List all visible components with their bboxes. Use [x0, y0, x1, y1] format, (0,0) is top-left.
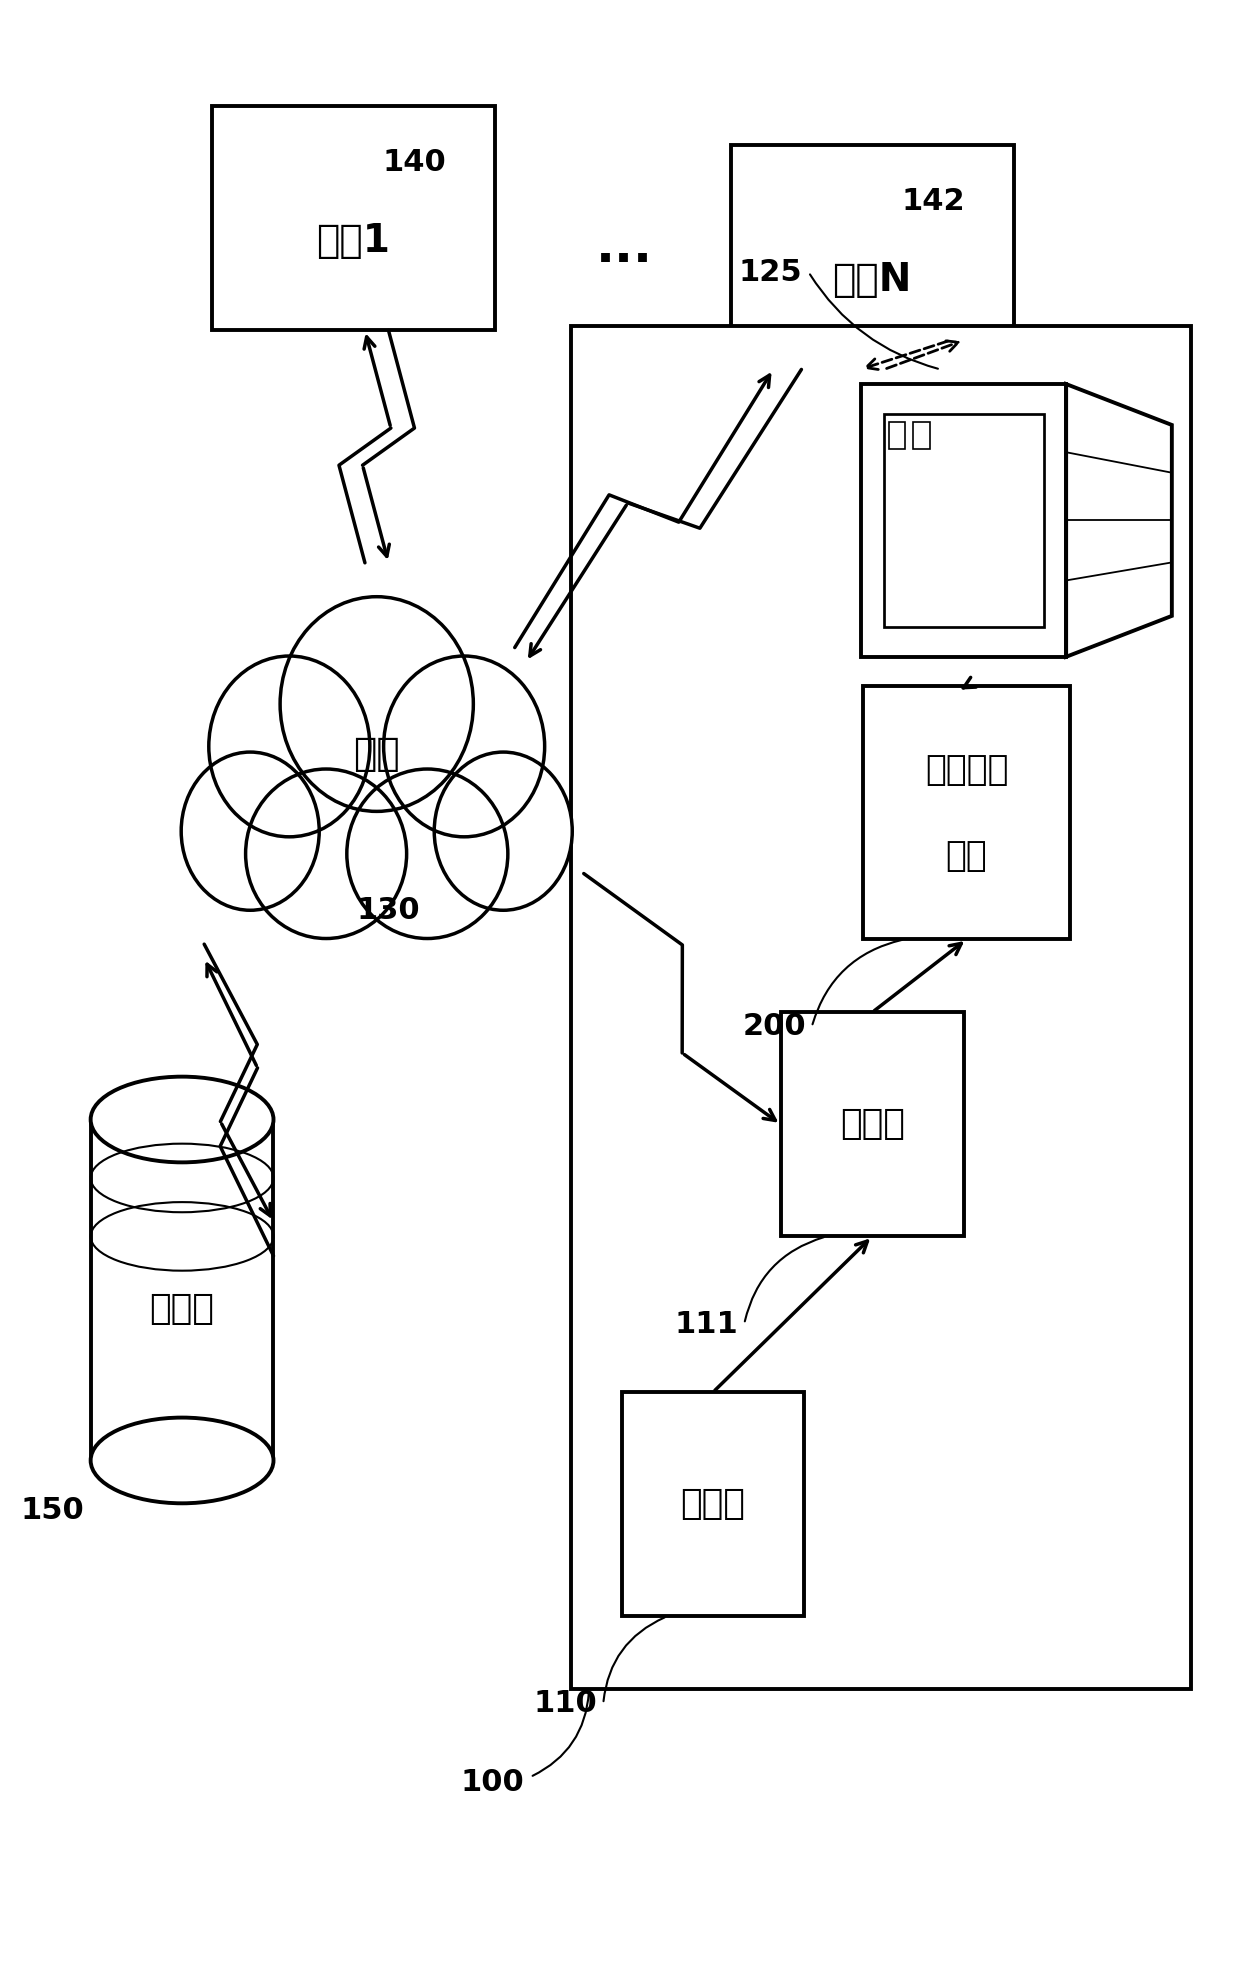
Text: 200: 200 — [743, 1012, 806, 1041]
Ellipse shape — [246, 769, 407, 939]
Text: 工作流程: 工作流程 — [925, 753, 1008, 786]
Ellipse shape — [280, 597, 474, 812]
Ellipse shape — [91, 1077, 274, 1162]
Bar — [621, 1393, 805, 1616]
Ellipse shape — [208, 656, 370, 836]
Bar — [572, 326, 1190, 1689]
Ellipse shape — [347, 769, 508, 939]
Text: 数据库: 数据库 — [150, 1292, 215, 1326]
Text: 140: 140 — [383, 148, 446, 178]
Bar — [862, 383, 1066, 656]
Text: 模块: 模块 — [946, 838, 987, 873]
Text: 130: 130 — [357, 895, 420, 925]
Bar — [91, 1120, 274, 1460]
Text: 142: 142 — [901, 188, 965, 215]
Bar — [863, 686, 1070, 939]
Text: 用户1: 用户1 — [316, 221, 391, 261]
Bar — [889, 423, 905, 449]
Bar — [212, 107, 495, 330]
Text: 110: 110 — [533, 1689, 598, 1719]
Bar — [730, 146, 1014, 370]
Text: ...: ... — [596, 223, 653, 271]
Text: 用户N: 用户N — [832, 261, 911, 298]
Bar — [914, 423, 930, 449]
Text: 125: 125 — [739, 257, 802, 287]
Bar — [884, 415, 1044, 626]
Text: 100: 100 — [460, 1769, 525, 1798]
Ellipse shape — [383, 656, 544, 836]
Text: 扫描仪: 扫描仪 — [839, 1107, 905, 1142]
Text: 染色机: 染色机 — [681, 1488, 745, 1522]
Ellipse shape — [434, 753, 572, 911]
Text: 150: 150 — [21, 1496, 84, 1525]
Text: 网络: 网络 — [353, 735, 401, 773]
Polygon shape — [1066, 383, 1172, 656]
Text: 111: 111 — [675, 1310, 738, 1338]
Ellipse shape — [181, 753, 319, 911]
Ellipse shape — [91, 1417, 274, 1504]
Bar — [781, 1012, 963, 1237]
